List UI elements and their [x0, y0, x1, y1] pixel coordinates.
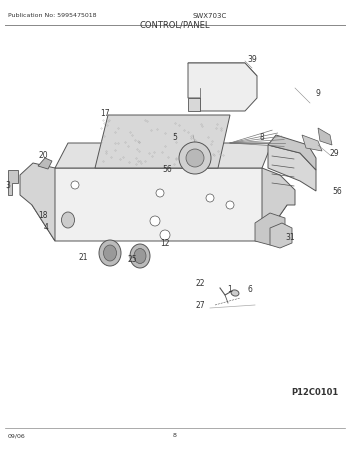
- Text: 8: 8: [259, 132, 264, 141]
- Text: 3: 3: [5, 180, 10, 189]
- Polygon shape: [188, 63, 257, 111]
- Ellipse shape: [99, 240, 121, 266]
- Text: 18: 18: [38, 211, 48, 220]
- Circle shape: [150, 216, 160, 226]
- Text: 5: 5: [172, 132, 177, 141]
- Text: 8: 8: [173, 433, 177, 438]
- Text: P12C0101: P12C0101: [291, 388, 338, 397]
- Polygon shape: [270, 223, 292, 248]
- Text: 56: 56: [162, 165, 172, 174]
- Text: Publication No: 5995475018: Publication No: 5995475018: [8, 13, 97, 18]
- Text: 21: 21: [78, 252, 88, 261]
- Text: 20: 20: [38, 150, 48, 159]
- Circle shape: [206, 194, 214, 202]
- Text: 12: 12: [160, 238, 169, 247]
- Ellipse shape: [62, 212, 75, 228]
- Polygon shape: [32, 168, 287, 241]
- Text: 56: 56: [332, 187, 342, 196]
- Ellipse shape: [130, 244, 150, 268]
- Polygon shape: [20, 163, 55, 241]
- Text: SWX703C: SWX703C: [193, 13, 227, 19]
- Text: 22: 22: [196, 279, 205, 288]
- Polygon shape: [8, 170, 18, 195]
- Polygon shape: [188, 98, 200, 111]
- Text: 09/06: 09/06: [8, 433, 26, 438]
- Polygon shape: [262, 168, 295, 241]
- Polygon shape: [188, 63, 257, 76]
- Text: 17: 17: [100, 109, 110, 117]
- Circle shape: [226, 201, 234, 209]
- Circle shape: [186, 149, 204, 167]
- Text: 4: 4: [43, 223, 48, 232]
- Text: 9: 9: [315, 88, 320, 97]
- Text: CONTROL/PANEL: CONTROL/PANEL: [140, 21, 210, 30]
- Polygon shape: [318, 128, 332, 145]
- Text: 31: 31: [285, 233, 295, 242]
- Ellipse shape: [134, 249, 146, 264]
- Polygon shape: [38, 158, 52, 169]
- Circle shape: [179, 142, 211, 174]
- Polygon shape: [95, 115, 230, 168]
- Circle shape: [160, 230, 170, 240]
- Polygon shape: [302, 135, 322, 151]
- Text: 6: 6: [248, 285, 253, 294]
- Polygon shape: [255, 213, 285, 245]
- Circle shape: [71, 181, 79, 189]
- Text: 39: 39: [247, 56, 257, 64]
- Text: 29: 29: [330, 149, 339, 158]
- Ellipse shape: [231, 290, 239, 296]
- Ellipse shape: [104, 245, 117, 261]
- Text: 25: 25: [128, 255, 138, 264]
- Polygon shape: [268, 145, 316, 191]
- Text: 1: 1: [227, 285, 232, 294]
- Circle shape: [156, 189, 164, 197]
- Polygon shape: [55, 143, 272, 168]
- Text: 27: 27: [195, 300, 205, 309]
- Polygon shape: [268, 135, 316, 170]
